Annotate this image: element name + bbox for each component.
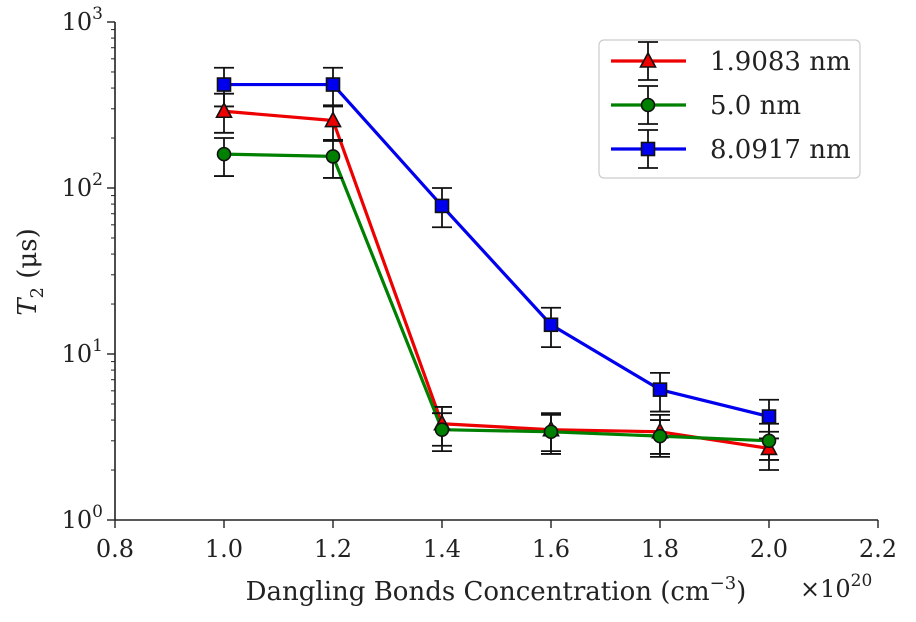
x-tick-label: 1.4	[423, 535, 461, 563]
data-point	[325, 77, 341, 92]
series-line	[223, 109, 770, 450]
legend-box	[598, 39, 861, 179]
legend-marker	[640, 141, 656, 157]
y-axis-title: T2 (μs)	[13, 228, 48, 316]
data-point	[652, 382, 668, 397]
data-point	[434, 422, 450, 437]
data-point	[543, 317, 559, 333]
legend-entry: 5.0 nm	[611, 85, 801, 125]
x-axis-multiplier-base: ×10	[800, 575, 851, 603]
data-point	[761, 433, 777, 449]
series-line	[224, 82, 770, 419]
data-point	[652, 428, 668, 444]
data-point	[216, 146, 232, 162]
data-point	[434, 198, 450, 214]
data-point	[761, 409, 777, 424]
data-point	[543, 424, 559, 440]
y-axis-title-unit: (μs)	[13, 228, 43, 287]
data-point	[324, 110, 342, 128]
x-tick-label: 2.2	[859, 535, 897, 563]
series-line	[223, 152, 770, 443]
x-axis-title-close: )	[736, 577, 746, 607]
legend-label: 8.0917 nm	[710, 135, 851, 165]
x-tick-label: 1.2	[314, 535, 352, 563]
legend-label: 5.0 nm	[710, 91, 801, 121]
legend-label: 1.9083 nm	[710, 47, 851, 77]
x-axis-multiplier-exponent: 20	[851, 571, 873, 591]
y-tick-label: 102	[62, 170, 103, 202]
y-tick-label: 100	[62, 502, 103, 534]
y-axis-title-main: T	[13, 297, 43, 316]
x-tick-label: 1.8	[641, 535, 679, 563]
x-axis-title-exponent: −3	[710, 573, 737, 594]
legend-marker	[640, 97, 656, 113]
x-tick-label: 0.8	[96, 535, 134, 563]
x-axis-title: Dangling Bonds Concentration (cm−3)	[246, 573, 747, 607]
y-tick-label: 103	[62, 4, 103, 36]
data-point	[325, 149, 341, 164]
x-tick-label: 1.6	[532, 535, 570, 563]
y-axis-title-sub: 2	[27, 287, 48, 298]
series-8-0917-nm	[214, 66, 779, 440]
legend-entry: 8.0917 nm	[611, 129, 851, 169]
legend-entry: 1.9083 nm	[611, 41, 851, 81]
x-axis-title-text: Dangling Bonds Concentration (cm	[246, 577, 710, 607]
data-point	[216, 77, 232, 92]
axes: 0.8 1.0 1.2 1.4 1.6 1.8 2.0 2.2 100 101 102 103	[62, 4, 897, 563]
x-tick-label: 1.0	[205, 535, 243, 563]
series-5-0-nm	[214, 137, 779, 461]
data-point	[215, 101, 233, 119]
legend: 1.9083 nm 5.0 nm 8.0917 nm	[598, 39, 861, 179]
legend-marker	[639, 51, 657, 68]
x-tick-label: 2.0	[750, 535, 788, 563]
plot-area	[214, 66, 779, 471]
x-axis-multiplier: ×1020	[800, 571, 872, 603]
y-tick-label: 101	[62, 336, 103, 368]
